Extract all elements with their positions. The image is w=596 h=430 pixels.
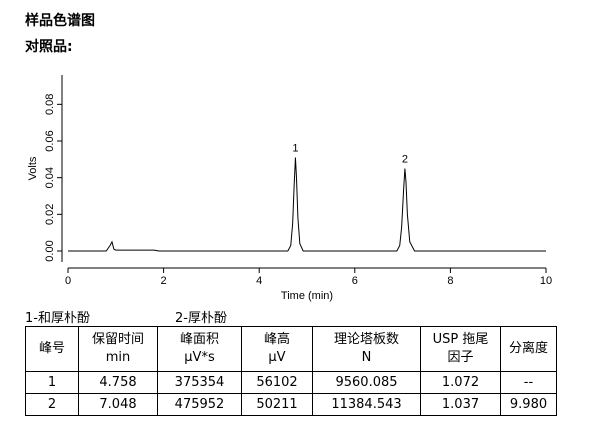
table-cell: -- [500,371,557,394]
table-cell: 9560.085 [312,371,421,394]
x-tick-label: 4 [256,275,262,287]
table-row: 1 4.758 375354 56102 9560.085 1.072 -- [25,371,557,394]
table-cell: 1.072 [420,371,501,394]
x-tick-label: 8 [447,275,453,287]
header-cell: 峰号 [25,326,79,372]
x-axis-label: Time (min) [281,290,333,302]
header-cell: 峰面积 µV*s [157,326,242,372]
table-cell: 1.037 [420,393,501,416]
x-tick-label: 2 [161,275,167,287]
peak-notes: 1-和厚朴酚 2-厚朴酚 [25,307,325,326]
table-cell: 56102 [241,371,313,394]
table-cell: 2 [25,393,79,416]
trace [68,157,546,252]
header-cell: 理论塔板数 N [312,326,421,372]
table-cell: 375354 [157,371,242,394]
table-cell: 7.048 [78,393,158,416]
y-tick-label: 0.08 [44,94,56,115]
table-cell: 9.980 [500,393,557,416]
header-cell: USP 拖尾 因子 [420,326,501,372]
table-cell: 475952 [157,393,242,416]
sample-label: 对照品: [25,39,73,55]
peak-note: 2-厚朴酚 [175,311,227,326]
table-cell: 1 [25,371,79,394]
y-axis-label: Volts [27,156,39,180]
table-cell: 4.758 [78,371,158,394]
x-tick-label: 6 [352,275,358,287]
header-cell: 峰高 µV [241,326,313,372]
x-tick-label: 0 [65,275,71,287]
table-cell: 50211 [241,393,313,416]
table-header: 峰号 保留时间 min 峰面积 µV*s 峰高 µV 理论塔板数 N USP 拖尾 因子分… [25,326,557,372]
x-tick-label: 10 [540,275,552,287]
y-tick-label: 0.02 [44,204,56,225]
header-cell: 分离度 [500,326,557,372]
y-tick-label: 0.04 [44,167,56,188]
y-tick-label: 0.00 [44,240,56,261]
table-cell: 11384.543 [312,393,421,416]
result-table: 峰号 保留时间 min 峰面积 µV*s 峰高 µV 理论塔板数 N USP 拖尾 因子分… [25,326,557,416]
peak-note: 1-和厚朴酚 [25,311,90,326]
peak-label: 1 [292,143,298,155]
y-tick-label: 0.06 [44,130,56,151]
page-title: 样品色谱图 [25,13,95,29]
chromatogram: 0 2 4 6 8 10 0.00 0.02 0.04 0.06 0.08 Time (min) Vol… [27,75,552,302]
header-cell: 保留时间 min [78,326,158,372]
peak-label: 2 [402,154,408,166]
table-row: 2 7.048 475952 50211 11384.543 1.037 9.980 [25,393,557,416]
